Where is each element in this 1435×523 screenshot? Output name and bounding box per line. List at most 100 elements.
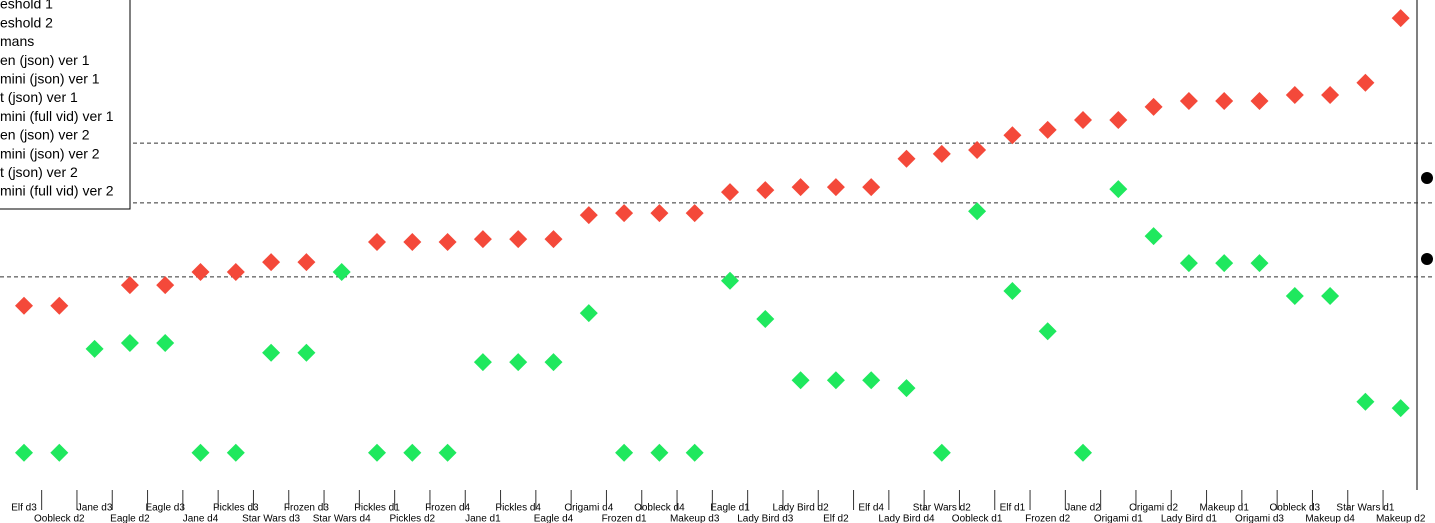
diamond-point bbox=[1109, 180, 1128, 199]
marker bbox=[1421, 253, 1433, 265]
x-tick-label: Oobleck d1 bbox=[952, 514, 1003, 523]
x-tick-label: Elf d2 bbox=[823, 514, 849, 523]
diamond-point bbox=[650, 204, 669, 223]
diamond-point bbox=[156, 276, 175, 295]
x-tick-label: Eagle d1 bbox=[710, 503, 750, 514]
diamond-point bbox=[262, 343, 281, 362]
legend-label: mini (full vid) ver 2 bbox=[0, 183, 114, 199]
diamond-point bbox=[368, 233, 386, 252]
diamond-point bbox=[1356, 392, 1375, 411]
legend-label: t (json) ver 1 bbox=[0, 89, 78, 105]
legend-label: mini (json) ver 1 bbox=[0, 71, 100, 87]
diamond-point bbox=[473, 230, 492, 249]
x-tick-label: Makeup d4 bbox=[1305, 514, 1355, 523]
x-tick-label: Lady Bird d2 bbox=[773, 503, 830, 514]
diamond-point bbox=[191, 443, 210, 462]
x-tick-label: Elf d3 bbox=[11, 503, 37, 514]
diamond-point bbox=[544, 353, 563, 372]
diamond-point bbox=[1038, 120, 1057, 139]
diamond-point bbox=[826, 371, 845, 390]
diamond-point bbox=[85, 339, 104, 358]
diamond-point bbox=[332, 262, 351, 281]
x-tick-label: Star Wars d1 bbox=[1336, 503, 1394, 514]
diamond-point bbox=[862, 178, 881, 197]
diamond-point bbox=[262, 253, 281, 272]
diamond-point bbox=[721, 183, 739, 202]
x-tick-label: Makeup d2 bbox=[1376, 514, 1426, 523]
diamond-point bbox=[297, 343, 316, 362]
diamond-point bbox=[791, 178, 810, 197]
diamond-point bbox=[615, 443, 634, 462]
diamond-point bbox=[509, 230, 528, 249]
legend-label: en (json) ver 2 bbox=[0, 127, 90, 143]
diamond-point bbox=[368, 443, 386, 462]
x-tick-label: Pickles d3 bbox=[213, 503, 259, 514]
diamond-point bbox=[1074, 111, 1092, 130]
x-tick-label: Frozen d3 bbox=[284, 503, 329, 514]
diamond-point bbox=[968, 202, 987, 221]
marker bbox=[1421, 172, 1433, 184]
x-tick-label: Lady Bird d3 bbox=[737, 514, 794, 523]
diamond-point bbox=[1250, 254, 1269, 273]
diamond-point bbox=[685, 204, 704, 223]
legend-box bbox=[0, 0, 131, 210]
x-tick-label: Frozen d4 bbox=[425, 503, 470, 514]
legend-label: mini (json) ver 2 bbox=[0, 145, 100, 161]
diamond-point bbox=[1038, 322, 1057, 341]
diamond-point bbox=[297, 253, 316, 272]
diamond-point bbox=[1144, 227, 1163, 246]
diamond-point bbox=[544, 230, 563, 249]
diamond-point bbox=[791, 371, 810, 390]
x-tick-label: Eagle d4 bbox=[534, 514, 574, 523]
x-tick-label: Eagle d3 bbox=[145, 503, 185, 514]
diamond-point bbox=[403, 233, 422, 252]
diamond-point bbox=[932, 443, 951, 462]
x-tick-label: Oobleck d4 bbox=[634, 503, 685, 514]
diamond-point bbox=[579, 304, 598, 323]
diamond-point bbox=[756, 309, 775, 328]
x-tick-label: Origami d4 bbox=[564, 503, 613, 514]
diamond-point bbox=[650, 443, 669, 462]
diamond-point bbox=[438, 443, 457, 462]
diamond-point bbox=[120, 276, 139, 295]
x-tick-label: Origami d1 bbox=[1094, 514, 1143, 523]
diamond-point bbox=[1321, 286, 1340, 305]
diamond-point bbox=[120, 334, 139, 352]
x-tick-label: Pickles d1 bbox=[354, 503, 400, 514]
diamond-point bbox=[897, 379, 916, 398]
diamond-point bbox=[756, 181, 775, 200]
diamond-point bbox=[226, 262, 245, 281]
x-tick-label: Eagle d2 bbox=[110, 514, 150, 523]
x-tick-label: Pickles d2 bbox=[390, 514, 436, 523]
legend-label: mini (full vid) ver 1 bbox=[0, 108, 114, 124]
x-tick-label: Jane d3 bbox=[77, 503, 113, 514]
legend-label: eshold 2 bbox=[0, 14, 53, 30]
x-tick-label: Oobleck d3 bbox=[1270, 503, 1321, 514]
diamond-point bbox=[1285, 286, 1304, 305]
diamond-point bbox=[862, 371, 881, 390]
diamond-point bbox=[438, 233, 457, 252]
diamond-point bbox=[932, 144, 951, 163]
diamond-point bbox=[473, 353, 492, 372]
legend-label: mans bbox=[0, 33, 34, 49]
x-tick-label: Pickles d4 bbox=[495, 503, 541, 514]
x-tick-label: Jane d4 bbox=[183, 514, 219, 523]
legend-label: en (json) ver 1 bbox=[0, 52, 90, 68]
diamond-point bbox=[226, 443, 245, 462]
x-tick-label: Jane d1 bbox=[465, 514, 501, 523]
x-tick-label: Elf d4 bbox=[858, 503, 884, 514]
diamond-point bbox=[1391, 399, 1410, 418]
diamond-point bbox=[1215, 254, 1234, 273]
diamond-point bbox=[721, 271, 739, 290]
diamond-point bbox=[1179, 91, 1198, 110]
x-tick-label: Frozen d1 bbox=[602, 514, 647, 523]
x-tick-label: Jane d2 bbox=[1065, 503, 1101, 514]
legend-label: eshold 1 bbox=[0, 0, 53, 12]
x-tick-label: Makeup d1 bbox=[1199, 503, 1249, 514]
x-tick-label: Origami d3 bbox=[1235, 514, 1284, 523]
diamond-point bbox=[1391, 9, 1410, 28]
diamond-point bbox=[1109, 111, 1128, 130]
x-tick-label: Lady Bird d1 bbox=[1161, 514, 1218, 523]
diamond-point bbox=[509, 353, 528, 372]
